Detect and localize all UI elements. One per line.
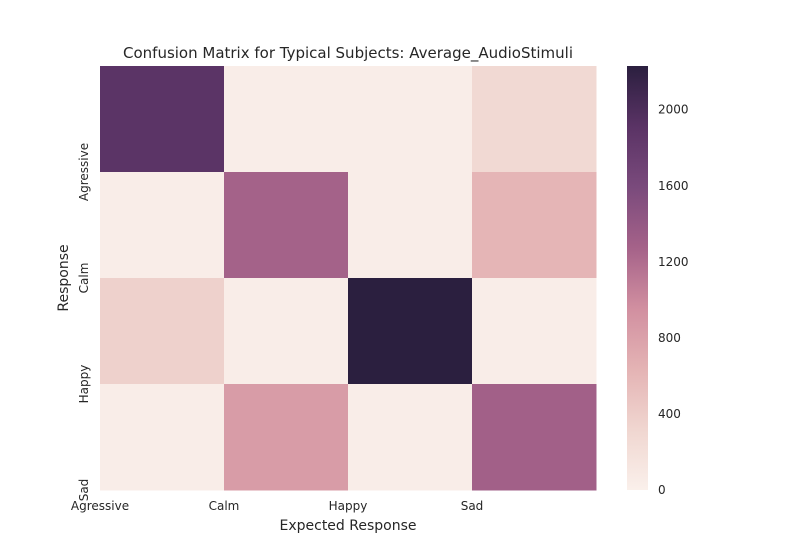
x-tick-label: Agressive — [71, 499, 129, 513]
colorbar-tick-label: 1200 — [658, 255, 689, 269]
heatmap-cell-r1-c1 — [224, 172, 349, 279]
heatmap-cell-r2-c3 — [472, 278, 597, 385]
y-tick-labels: Agressive Calm Happy Sad — [77, 143, 91, 501]
heatmap-cell-r0-c0 — [100, 66, 225, 173]
colorbar-tick-labels: 0 400 800 1200 1600 2000 — [658, 103, 689, 497]
heatmap-cell-r0-c3 — [472, 66, 597, 173]
chart-title: Confusion Matrix for Typical Subjects: A… — [123, 44, 573, 63]
colorbar-tick-label: 400 — [658, 407, 681, 421]
heatmap-cell-r1-c3 — [472, 172, 597, 279]
x-tick-label: Happy — [329, 499, 368, 513]
heatmap-cell-r1-c2 — [348, 172, 473, 279]
heatmap-cell-r3-c0 — [100, 384, 225, 491]
y-axis-label: Response — [56, 244, 72, 311]
heatmap-cell-r1-c0 — [100, 172, 225, 279]
heatmap-cell-r3-c1 — [224, 384, 349, 491]
heatmap-cell-r0-c2 — [348, 66, 473, 173]
heatmap-cell-r3-c2 — [348, 384, 473, 491]
colorbar-tick-label: 1600 — [658, 179, 689, 193]
colorbar-tick-label: 0 — [658, 483, 666, 497]
x-axis-label: Expected Response — [279, 518, 416, 534]
y-tick-label: Calm — [77, 263, 91, 294]
heatmap-cell-r2-c1 — [224, 278, 349, 385]
heatmap-cells — [100, 66, 597, 491]
x-tick-label: Sad — [461, 499, 484, 513]
y-tick-label: Agressive — [77, 143, 91, 201]
heatmap-cell-r2-c0 — [100, 278, 225, 385]
x-tick-label: Calm — [209, 499, 240, 513]
colorbar-tick-label: 800 — [658, 331, 681, 345]
colorbar — [627, 66, 648, 490]
y-tick-label: Happy — [77, 365, 91, 404]
heatmap-cell-r0-c1 — [224, 66, 349, 173]
y-tick-label: Sad — [77, 479, 91, 502]
heatmap-cell-r3-c3 — [472, 384, 597, 491]
x-tick-labels: Agressive Calm Happy Sad — [71, 499, 483, 513]
colorbar-tick-label: 2000 — [658, 103, 689, 117]
heatmap-cell-r2-c2 — [348, 278, 473, 385]
